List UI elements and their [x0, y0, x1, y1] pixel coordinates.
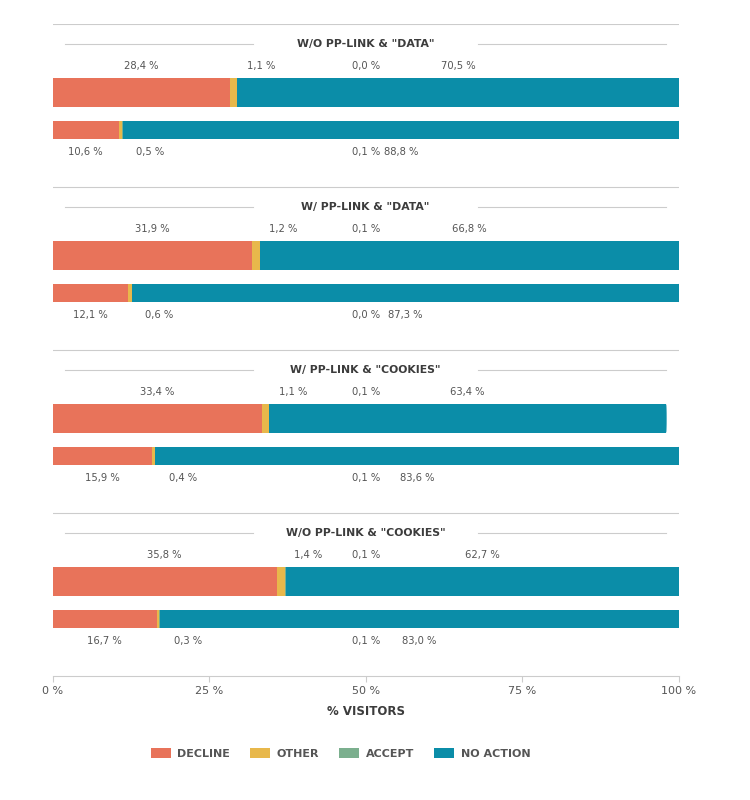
- Text: 1,2 %: 1,2 %: [269, 224, 298, 234]
- Bar: [132, 283, 679, 302]
- Text: 0,1 %: 0,1 %: [352, 636, 380, 646]
- Ellipse shape: [52, 241, 53, 270]
- Text: 0,0 %: 0,0 %: [352, 310, 380, 320]
- FancyBboxPatch shape: [688, 381, 702, 456]
- Text: 1,4 %: 1,4 %: [294, 550, 322, 560]
- FancyBboxPatch shape: [688, 256, 710, 330]
- Bar: [119, 121, 122, 139]
- Text: 0,4 %: 0,4 %: [170, 473, 197, 482]
- Bar: [53, 241, 252, 270]
- Bar: [155, 446, 679, 466]
- Ellipse shape: [52, 567, 53, 596]
- FancyBboxPatch shape: [688, 94, 710, 166]
- Bar: [286, 567, 679, 596]
- Ellipse shape: [52, 78, 53, 106]
- Bar: [53, 567, 277, 596]
- Text: 0,3 %: 0,3 %: [174, 636, 202, 646]
- Ellipse shape: [678, 241, 680, 270]
- Bar: [252, 241, 260, 270]
- Text: 1,1 %: 1,1 %: [248, 61, 276, 71]
- FancyBboxPatch shape: [688, 55, 702, 130]
- Legend: DECLINE, OTHER, ACCEPT, NO ACTION: DECLINE, OTHER, ACCEPT, NO ACTION: [146, 743, 535, 763]
- X-axis label: % VISITORS: % VISITORS: [327, 705, 405, 718]
- Text: 88,8 %: 88,8 %: [383, 146, 418, 157]
- FancyBboxPatch shape: [688, 218, 702, 293]
- Text: 28,4 %: 28,4 %: [124, 61, 159, 71]
- FancyBboxPatch shape: [688, 582, 710, 656]
- Bar: [230, 78, 237, 106]
- Bar: [277, 567, 286, 596]
- Text: 66,8 %: 66,8 %: [452, 224, 487, 234]
- Text: 0,1 %: 0,1 %: [352, 387, 380, 397]
- Text: 12,1 %: 12,1 %: [73, 310, 108, 320]
- Bar: [53, 610, 157, 628]
- Bar: [269, 404, 666, 433]
- Text: 83,0 %: 83,0 %: [402, 636, 436, 646]
- Text: W/ PP-LINK & "COOKIES": W/ PP-LINK & "COOKIES": [290, 365, 441, 374]
- Bar: [53, 78, 230, 106]
- Text: 62,7 %: 62,7 %: [465, 550, 500, 560]
- Text: W/ PP-LINK & "DATA": W/ PP-LINK & "DATA": [302, 202, 430, 211]
- Text: W/O PP-LINK & "COOKIES": W/O PP-LINK & "COOKIES": [286, 527, 446, 538]
- Text: 33,4 %: 33,4 %: [140, 387, 174, 397]
- Bar: [157, 610, 159, 628]
- Text: 35,8 %: 35,8 %: [147, 550, 182, 560]
- Text: 0,0 %: 0,0 %: [352, 61, 380, 71]
- Ellipse shape: [678, 567, 680, 596]
- Text: 83,6 %: 83,6 %: [400, 473, 434, 482]
- Text: 0,1 %: 0,1 %: [352, 146, 380, 157]
- Text: 10,6 %: 10,6 %: [68, 146, 103, 157]
- Ellipse shape: [666, 404, 667, 433]
- Bar: [53, 446, 152, 466]
- Text: 70,5 %: 70,5 %: [441, 61, 476, 71]
- Bar: [53, 404, 262, 433]
- Text: 0,5 %: 0,5 %: [136, 146, 164, 157]
- Bar: [128, 283, 132, 302]
- Bar: [53, 283, 128, 302]
- Text: 0,1 %: 0,1 %: [352, 473, 380, 482]
- Bar: [160, 610, 680, 628]
- Bar: [53, 121, 119, 139]
- FancyBboxPatch shape: [688, 419, 710, 493]
- Text: 0,1 %: 0,1 %: [352, 550, 380, 560]
- Text: 15,9 %: 15,9 %: [85, 473, 120, 482]
- Bar: [260, 241, 679, 270]
- Text: 87,3 %: 87,3 %: [388, 310, 423, 320]
- Bar: [152, 446, 154, 466]
- Text: 31,9 %: 31,9 %: [135, 224, 170, 234]
- Text: 0,6 %: 0,6 %: [146, 310, 174, 320]
- Bar: [237, 78, 679, 106]
- FancyBboxPatch shape: [688, 544, 702, 619]
- Text: 16,7 %: 16,7 %: [88, 636, 122, 646]
- Ellipse shape: [52, 404, 53, 433]
- Text: 1,1 %: 1,1 %: [279, 387, 308, 397]
- Text: 63,4 %: 63,4 %: [451, 387, 485, 397]
- Bar: [262, 404, 268, 433]
- Text: W/O PP-LINK & "DATA": W/O PP-LINK & "DATA": [297, 38, 434, 49]
- Ellipse shape: [678, 78, 680, 106]
- Bar: [123, 121, 679, 139]
- Text: 0,1 %: 0,1 %: [352, 224, 380, 234]
